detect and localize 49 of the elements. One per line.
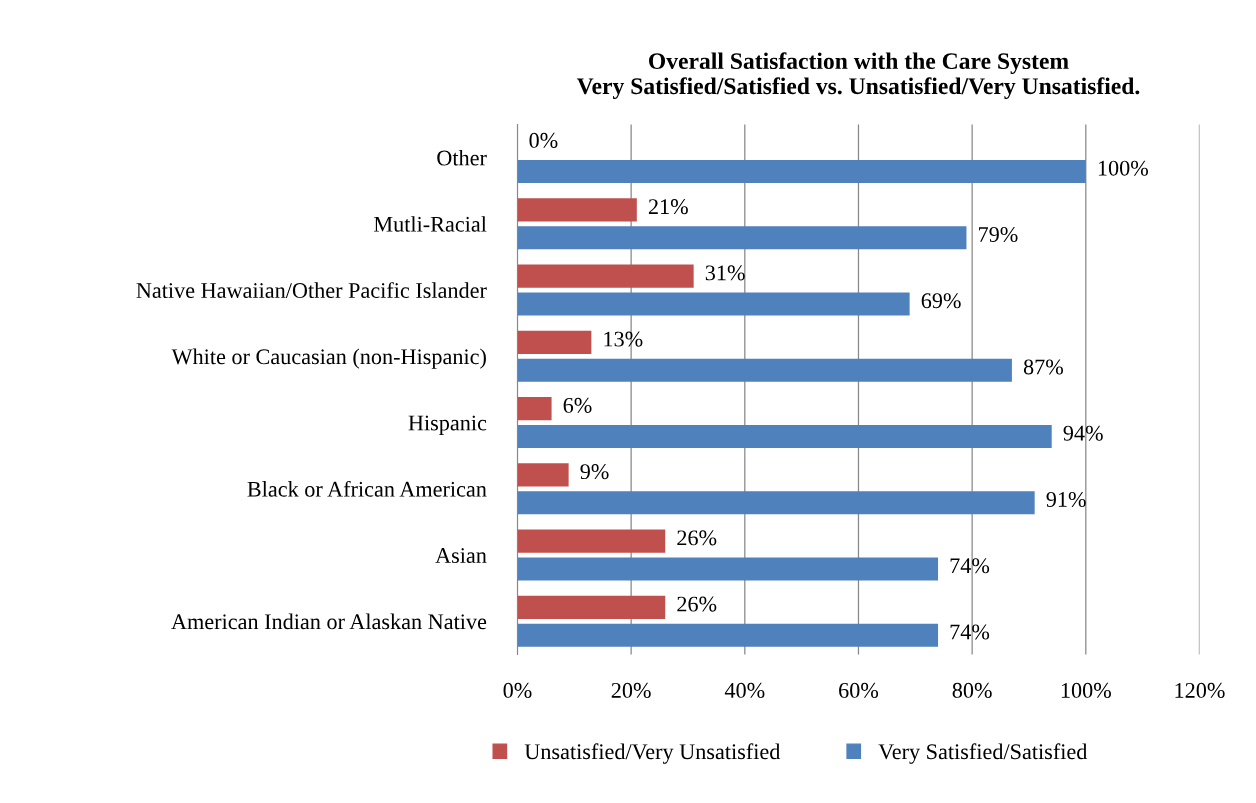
bar [517,330,592,355]
bar [517,226,967,250]
y-tick-label: Mutli-Racial [374,216,487,232]
data-label: 94% [1063,425,1103,441]
data-label: 69% [921,293,961,309]
data-label: 74% [950,558,990,574]
bar [517,358,1012,382]
y-tick-label: Other [437,149,487,166]
legend-label: Unsatisfied/Very Unsatisfied [524,743,781,764]
chart-title: Overall Satisfaction with the Care System Very Satisfied/Satisfied vs. Unsatisfied/Very Unsatisfied. [576,52,1140,99]
data-label: 31% [705,265,745,281]
bar [517,557,939,581]
x-tick-label: 20% [611,682,651,698]
y-tick-label: Native Hawaiian/Other Pacific Islander [136,282,487,299]
bar [517,424,1052,449]
data-label: 9% [580,464,609,480]
bar [517,397,552,421]
x-tick-label: 120% [1175,682,1225,698]
data-label: 6% [563,397,592,413]
bar [517,159,1086,184]
x-tick-label: 80% [952,682,992,698]
bar [517,623,939,647]
x-tick-label: 100% [1061,682,1111,698]
data-label: 26% [677,530,717,546]
data-label: 21% [648,199,688,215]
data-label: 79% [979,226,1018,242]
x-tick-label: 0% [503,682,532,698]
data-label: 74% [950,624,990,640]
data-label: 100% [1098,160,1149,176]
bar [517,292,910,316]
data-label: 91% [1046,491,1086,507]
data-label: 26% [677,596,717,612]
bar [517,264,694,288]
data-label: 87% [1023,359,1064,375]
data-label: 0% [529,132,558,148]
x-tick-label: 40% [724,682,765,698]
bar [517,463,569,487]
bar [517,595,666,619]
bar [517,491,1035,515]
bar [517,529,666,553]
y-tick-label: Hispanic [408,415,487,436]
bar [517,198,637,222]
data-label: 13% [604,331,643,347]
legend-label: Very Satisfied/Satisfied [878,743,1088,764]
y-tick-label: White or Caucasian (non-Hispanic) [171,348,486,369]
y-tick-label: American Indian or Alaskan Native [171,613,487,630]
x-tick-label: 60% [839,682,879,698]
y-tick-label: Black or African American [247,480,487,497]
y-tick-label: Asian [435,548,487,563]
